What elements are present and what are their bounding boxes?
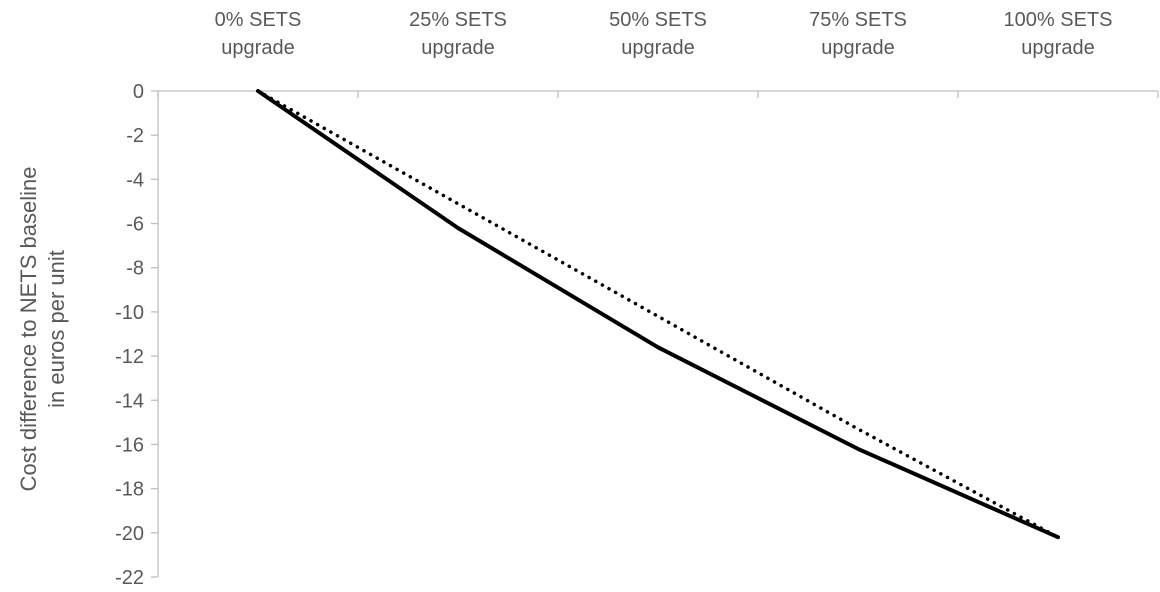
- x-category-label-line: 100% SETS: [1004, 9, 1113, 31]
- series-line-solid: [256, 89, 1060, 540]
- y-tick-label: -10: [115, 302, 144, 324]
- x-category-label-line: upgrade: [221, 37, 294, 59]
- x-category-label: 75% SETS upgrade: [809, 9, 907, 59]
- series-line-dotted: [256, 89, 1060, 539]
- series-lines: [256, 89, 1060, 540]
- y-axis: 0 -2 -4 -6 -8 -10 -12 -14 -16 -18 -20 -22: [115, 81, 159, 589]
- x-category-label: 25% SETS upgrade: [409, 9, 507, 59]
- x-category-label-line: upgrade: [621, 37, 694, 59]
- y-tick-label: -4: [126, 169, 144, 191]
- y-tick-label: -6: [126, 214, 144, 236]
- y-axis-title: Cost difference to NETS baseline in euros…: [16, 167, 69, 492]
- x-axis: 0% SETS upgrade 25% SETS upgrade 50% SETS upg…: [157, 9, 1159, 98]
- x-category-label-line: upgrade: [821, 37, 894, 59]
- x-category-label-line: 50% SETS: [609, 9, 707, 31]
- y-axis-title-line: Cost difference to NETS baseline: [16, 167, 41, 492]
- x-category-label: 100% SETS upgrade: [1004, 9, 1113, 59]
- y-tick-label: 0: [133, 81, 144, 103]
- y-tick-label: -2: [126, 125, 144, 147]
- y-tick-label: -18: [115, 479, 144, 501]
- x-category-label-line: 75% SETS: [809, 9, 907, 31]
- y-tick-label: -12: [115, 346, 144, 368]
- y-tick-label: -8: [126, 258, 144, 280]
- y-tick-label: -20: [115, 523, 144, 545]
- x-category-label-line: 25% SETS: [409, 9, 507, 31]
- x-category-label-line: upgrade: [421, 37, 494, 59]
- x-category-label: 0% SETS upgrade: [215, 9, 302, 59]
- x-category-label: 50% SETS upgrade: [609, 9, 707, 59]
- y-tick-label: -14: [115, 390, 144, 412]
- y-tick-label: -16: [115, 434, 144, 456]
- x-category-label-line: 0% SETS: [215, 9, 302, 31]
- y-axis-title-line: in euros per unit: [44, 250, 69, 408]
- x-category-label-line: upgrade: [1021, 37, 1094, 59]
- y-tick-label: -22: [115, 567, 144, 589]
